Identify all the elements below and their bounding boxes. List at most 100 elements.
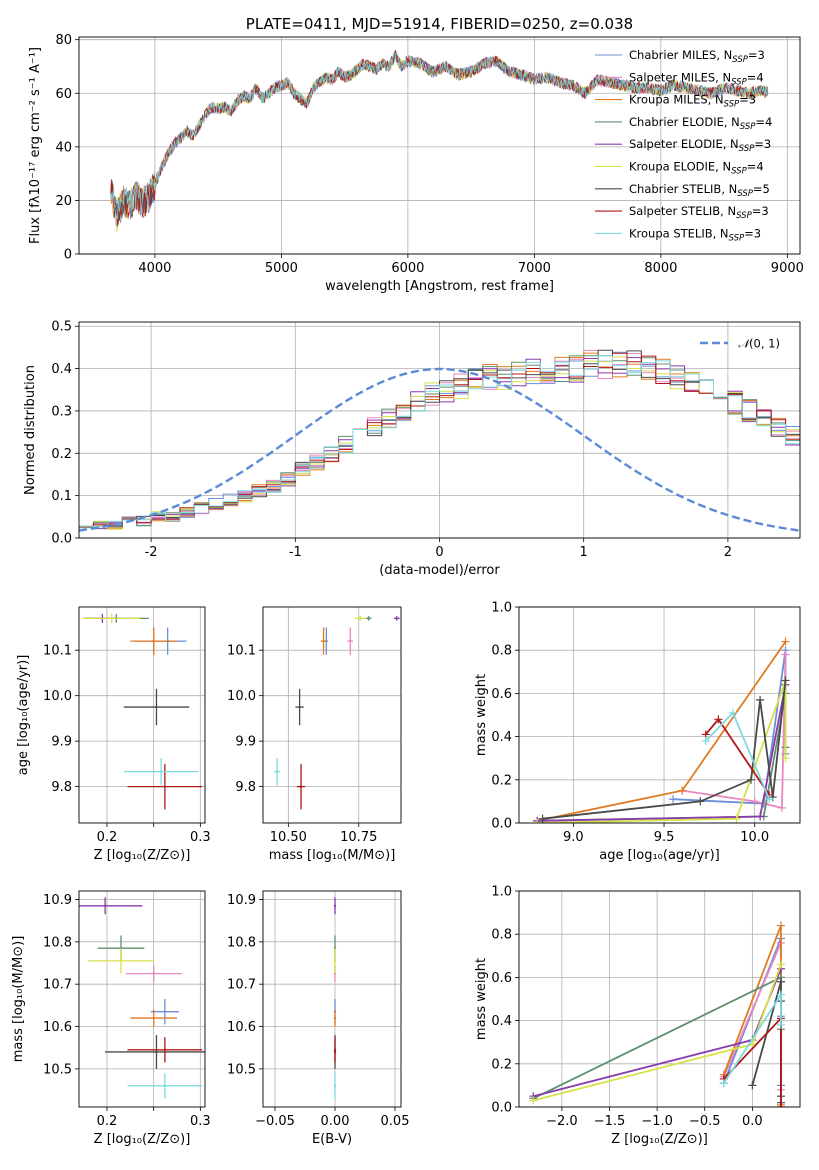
histogram-chabrier-stelib [79, 349, 800, 538]
data-point [152, 972, 155, 975]
weight-marker [776, 960, 785, 969]
weight-marker [750, 797, 759, 806]
axes-frame [78, 606, 206, 824]
panel-massweight-vs-Z: −2.0 −1.5 −1.0 −0.5 0.0 0.0 0.2 0.4 0.6 0.8 1.0 Z [… [474, 885, 801, 1147]
data-point [333, 1016, 337, 1020]
data-point [367, 617, 370, 620]
histogram-salpeter-miles [79, 349, 800, 538]
weight-marker [756, 695, 765, 704]
y-tick-label: 10.5 [227, 1062, 256, 1077]
weight-marker [776, 977, 785, 986]
y-tick-label: 1.0 [491, 601, 512, 616]
weight-marker [756, 812, 765, 821]
plot-area-mass-vs-Z [79, 897, 205, 1099]
y-axis-label: mass [log₁₀(M/M⊙)] [11, 936, 26, 1063]
data-point [349, 639, 352, 643]
axes-frame [262, 606, 402, 824]
y-tick-label: 10.6 [227, 1020, 256, 1035]
y-tick-label: 20 [55, 194, 72, 209]
data-point [395, 617, 398, 620]
x-tick-label: 9000 [771, 261, 804, 276]
y-tick-label: 0.6 [491, 971, 512, 986]
y-tick-label: 9.9 [235, 735, 256, 750]
chart-title: PLATE=0411, MJD=51914, FIBERID=0250, z=0… [246, 15, 633, 33]
legend-entry: Kroupa STELIB, NSSP=3 [629, 226, 761, 243]
x-tick-label: -2 [145, 545, 158, 560]
legend-entry: Salpeter STELIB, NSSP=3 [629, 204, 769, 221]
data-point [333, 904, 337, 908]
data-point [110, 617, 113, 620]
y-tick-label: 0.3 [51, 404, 72, 419]
weight-marker [776, 1020, 785, 1029]
data-point [159, 770, 163, 773]
y-tick-label: 0.4 [491, 730, 512, 745]
panel-mass-vs-EBV: −0.05 0.00 0.05 10.5 10.6 10.7 10.8 10.9 E(B-V) [227, 890, 409, 1147]
plot-area-mass-vs-EBV [333, 897, 337, 1099]
x-tick-label: 0.3 [190, 1114, 211, 1129]
weight-marker [669, 795, 678, 804]
weight-marker [719, 1079, 728, 1088]
y-tick-label: 10.8 [227, 935, 256, 950]
data-point [119, 959, 123, 963]
x-tick-label: 0 [435, 545, 443, 560]
histogram-salpeter-stelib [79, 352, 800, 538]
weight-marker [696, 797, 705, 806]
x-tick-label: 1 [580, 545, 588, 560]
weight-marker [776, 1103, 785, 1107]
axes-frame [518, 890, 801, 1108]
data-point [163, 785, 167, 788]
weight-marker [728, 708, 737, 717]
legend-entry: Chabrier MILES, NSSP=3 [629, 48, 765, 65]
x-axis-label: Z [log₁₀(Z/Z⊙)] [94, 1132, 191, 1147]
y-axis-label: Flux [fλ10⁻¹⁷ erg cm⁻² s⁻¹ A⁻¹] [28, 47, 43, 244]
y-tick-label: 0.8 [491, 928, 512, 943]
x-tick-label: 0.2 [97, 1114, 118, 1129]
data-point [155, 1050, 158, 1054]
weight-line-salpeter-miles [682, 654, 787, 810]
weight-marker [747, 775, 756, 784]
y-tick-label: 10.0 [227, 689, 256, 704]
axes-frame [78, 36, 801, 255]
weight-marker [777, 803, 786, 812]
weight-line-kroupa-elodie [537, 680, 787, 823]
plot-area-age-vs-Z [83, 613, 203, 810]
x-tick-label: −1.5 [594, 1114, 626, 1129]
panel-age-vs-Z: 0.2 0.3 9.8 9.9 10.0 10.1 Z [log₁₀(Z/Z⊙)] age [… [16, 606, 211, 863]
x-tick-label: 2 [724, 545, 732, 560]
weight-marker [781, 754, 790, 763]
panel-massweight-vs-age: 9.0 9.5 10.0 0.0 0.2 0.4 0.6 0.8 1.0 age [log₁₀(a… [474, 601, 801, 863]
weight-marker [701, 736, 710, 745]
y-tick-label: 0.0 [51, 532, 72, 547]
y-axis-label: mass weight [474, 674, 489, 756]
spectrum-line-kroupa-stelib [110, 51, 769, 219]
y-tick-label: 80 [55, 33, 72, 48]
plot-area-spectrum [110, 49, 769, 233]
axes-frame [518, 606, 801, 824]
data-point [163, 1010, 167, 1013]
x-axis-label: E(B-V) [312, 1132, 352, 1147]
legend-entry: Kroupa ELODIE, NSSP=4 [629, 160, 764, 177]
legend-entry: Chabrier ELODIE, NSSP=4 [629, 115, 772, 132]
weight-marker [732, 814, 741, 823]
x-axis-label: wavelength [Angstrom, rest frame] [325, 279, 554, 294]
data-point [333, 1048, 337, 1052]
data-point [358, 617, 362, 620]
plot-area-age-vs-mass [274, 616, 400, 810]
data-point [152, 1016, 155, 1020]
y-tick-label: 1.0 [491, 885, 512, 900]
x-tick-label: 6000 [391, 261, 424, 276]
y-tick-label: 0.2 [491, 773, 512, 788]
axes-frame [78, 321, 801, 539]
x-tick-label: −2.0 [546, 1114, 578, 1129]
weight-marker [776, 990, 785, 999]
y-tick-label: 9.8 [235, 780, 256, 795]
x-tick-label: 10.75 [340, 830, 377, 845]
x-tick-label: 0.2 [97, 830, 118, 845]
y-tick-label: 0.2 [51, 447, 72, 462]
y-axis-label: age [log₁₀(age/yr)] [16, 655, 31, 776]
plot-area-massweight-vs-age [533, 637, 790, 823]
x-axis-label: mass [log₁₀(M/M⊙)] [269, 848, 396, 863]
x-tick-label: 9.5 [654, 830, 675, 845]
x-tick-label: 7000 [518, 261, 551, 276]
